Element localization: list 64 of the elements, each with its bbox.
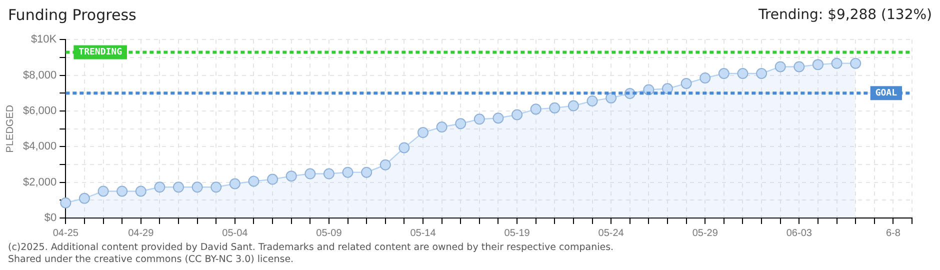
point	[98, 186, 109, 197]
point	[229, 178, 240, 190]
point	[662, 83, 673, 94]
x-tick-label: 05-14	[410, 228, 436, 239]
x-tick-label: 6-8	[886, 228, 901, 239]
y-tick-label: $8,000	[22, 69, 57, 82]
point	[586, 95, 598, 106]
point	[474, 114, 485, 125]
point	[210, 182, 222, 193]
x-tick-label: 04-25	[52, 228, 79, 239]
text: (c)2025. Additional content provided by David Sant. Trademarks and related content are owned by their respective companies.	[8, 242, 615, 254]
point	[60, 197, 72, 208]
point	[192, 182, 203, 193]
x-tick-label: 06-03	[786, 228, 812, 239]
text: Shared under the creative commons (CC BY-NC 3.0) license.	[8, 254, 295, 266]
point	[361, 166, 372, 178]
point	[342, 166, 354, 178]
y-tick-label: $4,000	[22, 140, 57, 153]
y-axis-title: PLEDGED	[4, 104, 16, 153]
point	[417, 127, 428, 138]
point	[154, 182, 166, 193]
x-tick-label: 05-24	[598, 228, 624, 239]
point	[718, 68, 730, 79]
point	[680, 78, 692, 89]
x-tick-label: 05-29	[692, 228, 718, 239]
point	[398, 142, 410, 154]
point	[737, 68, 748, 79]
y-tick-label: $0	[44, 212, 57, 224]
point	[286, 170, 297, 182]
point	[794, 61, 805, 72]
point	[436, 122, 448, 133]
point	[549, 102, 560, 114]
point	[323, 168, 334, 180]
point	[850, 58, 862, 69]
chart-title: Funding Progress	[8, 6, 136, 24]
point	[492, 112, 504, 124]
point	[568, 100, 579, 112]
point	[135, 186, 146, 197]
x-tick-label: 05-04	[222, 228, 248, 239]
point	[304, 168, 316, 180]
x-tick-label: 05-19	[504, 228, 530, 239]
x-tick-label: 04-29	[128, 228, 154, 239]
y-tick-label: $10K	[30, 34, 58, 46]
point	[774, 61, 786, 72]
point	[116, 186, 128, 197]
point	[756, 68, 768, 79]
point	[380, 159, 391, 170]
x-tick-label: 05-09	[316, 228, 342, 239]
chart-subtitle: Trending: $9,288 (132%)	[758, 7, 932, 23]
point	[831, 58, 842, 69]
point	[248, 176, 260, 187]
point	[267, 174, 278, 185]
point	[455, 118, 466, 130]
point	[512, 109, 523, 120]
point	[812, 59, 824, 70]
point	[700, 72, 711, 84]
point	[78, 192, 90, 204]
point	[606, 92, 617, 104]
point	[172, 182, 184, 193]
ref-line-label: TRENDING	[78, 48, 122, 58]
y-tick-label: $2,000	[22, 176, 57, 188]
point	[530, 104, 542, 115]
y-tick-label: $6,000	[22, 104, 57, 117]
ref-line-label: GOAL	[875, 88, 898, 98]
